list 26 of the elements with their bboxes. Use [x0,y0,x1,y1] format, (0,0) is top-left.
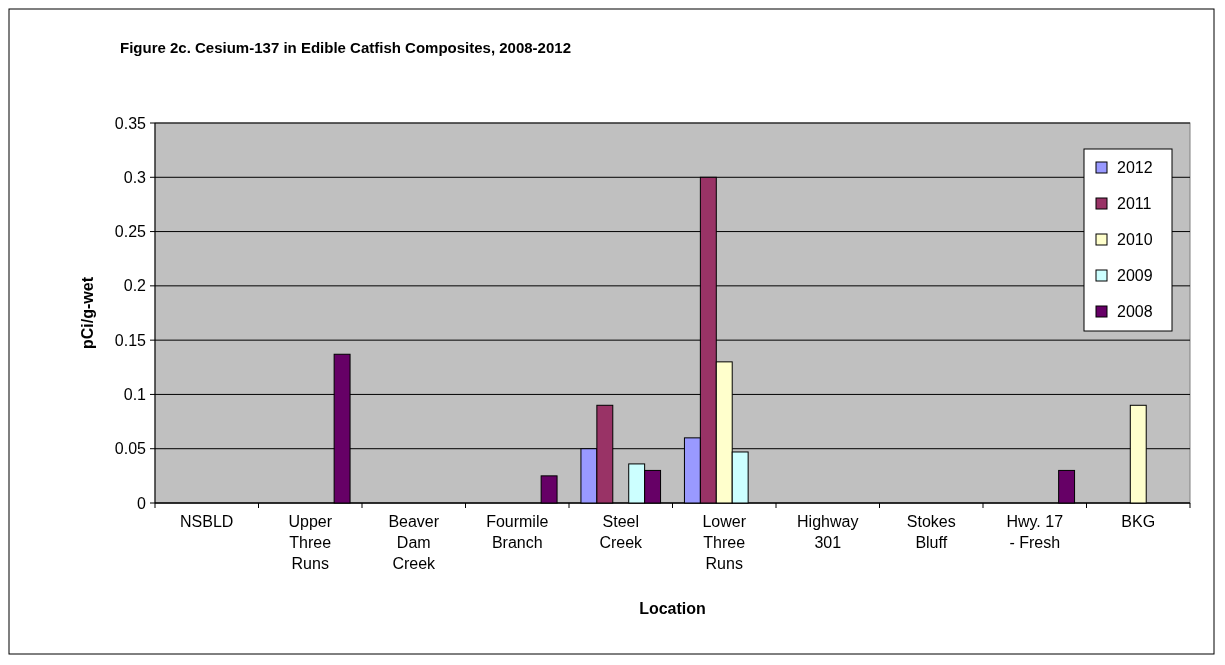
x-tick-label: Highway 301 [797,513,859,551]
x-tick-label: NSBLD [180,513,234,530]
x-tick-label: Steel Creek [599,513,644,551]
legend-label: 2012 [1117,158,1153,176]
legend-label: 2010 [1117,230,1153,248]
x-tick-label: Fourmile Branch [486,513,549,551]
y-tick-label: 0 [137,494,147,512]
x-tick-label: Beaver Dam Creek [388,513,440,572]
y-tick-label: 0.05 [114,440,147,458]
y-tick-label: 0.35 [114,114,147,132]
x-tick-label: Lower Three Runs [702,513,747,572]
x-tick-label: Upper Three Runs [288,513,333,572]
y-tick-label: 0.2 [123,277,147,295]
legend-label: 2008 [1117,302,1153,320]
y-tick-label: 0.1 [123,386,147,404]
x-axis-title: Location [639,600,706,617]
y-tick-label: 0.3 [123,168,147,186]
y-tick-label: 0.15 [114,331,147,349]
legend-label: 2009 [1117,266,1153,284]
x-tick-label: Hwy. 17 - Fresh [1006,513,1064,551]
legend-label: 2011 [1117,194,1152,212]
y-tick-label: 0.25 [114,223,147,241]
y-axis-title: pCi/g-wet [79,276,96,349]
x-tick-label: BKG [1121,513,1156,530]
chart-title: Figure 2c. Cesium-137 in Edible Catfish Composites, 2008-2012 [120,39,571,56]
x-tick-label: Stokes Bluff [906,513,956,551]
